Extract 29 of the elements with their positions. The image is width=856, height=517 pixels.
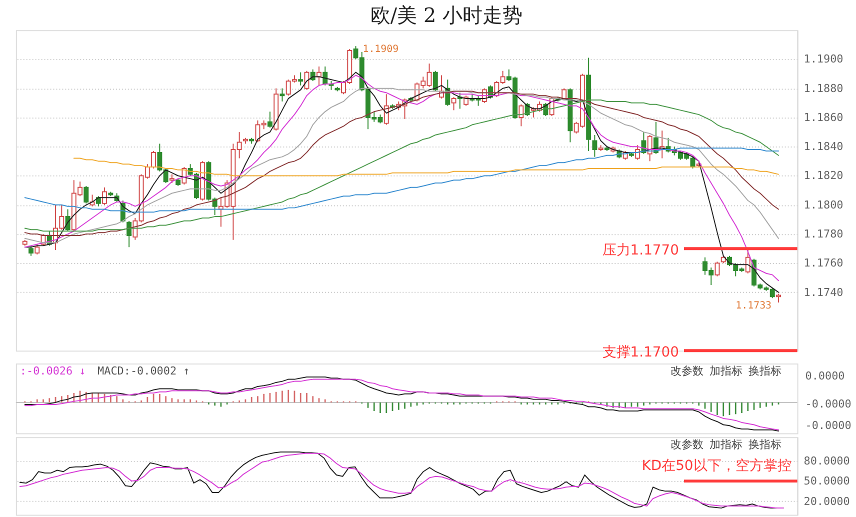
- y-tick-label: 1.1780: [804, 228, 844, 241]
- text: -0.0000: [805, 419, 852, 432]
- annotation: 加指标: [710, 364, 743, 378]
- y-tick-label: 50.0000: [804, 474, 850, 488]
- chart-title: 欧/美 2 小时走势: [370, 4, 522, 28]
- annotation: 改参数: [670, 364, 704, 378]
- annotation: 加指标: [710, 438, 743, 452]
- y-tick-label: 1.1760: [804, 256, 844, 270]
- series-label: :-0.0026 ↓: [20, 364, 86, 378]
- annotation: 换指标: [748, 438, 782, 452]
- y-tick-label: 80.0000: [804, 454, 850, 468]
- text: 0.0000: [805, 370, 845, 383]
- annotation: 换指标: [748, 364, 782, 378]
- annotation: 改参数: [670, 438, 704, 452]
- y-tick-label: 1.1860: [804, 110, 844, 124]
- y-tick-label: 1.1880: [804, 82, 844, 95]
- ref-line-label: 压力1.1770: [602, 242, 679, 259]
- y-tick-label: 1.1900: [804, 52, 844, 66]
- series-label: MACD:-0.0002 ↑: [98, 364, 190, 378]
- y-tick-label: 1.1740: [804, 286, 844, 299]
- annotation: 1.1909: [362, 44, 399, 56]
- ref-line-label: KD在50以下，空方掌控: [642, 458, 792, 474]
- ref-line-label: 支撑1.1700: [602, 344, 679, 361]
- text: -0.0000: [805, 398, 852, 411]
- y-tick-label: 20.0000: [804, 494, 850, 508]
- y-tick-label: 1.1800: [804, 198, 844, 212]
- y-tick-label: 1.1820: [804, 169, 844, 182]
- annotation: 1.1733: [736, 300, 772, 312]
- y-tick-label: 1.1840: [804, 140, 844, 154]
